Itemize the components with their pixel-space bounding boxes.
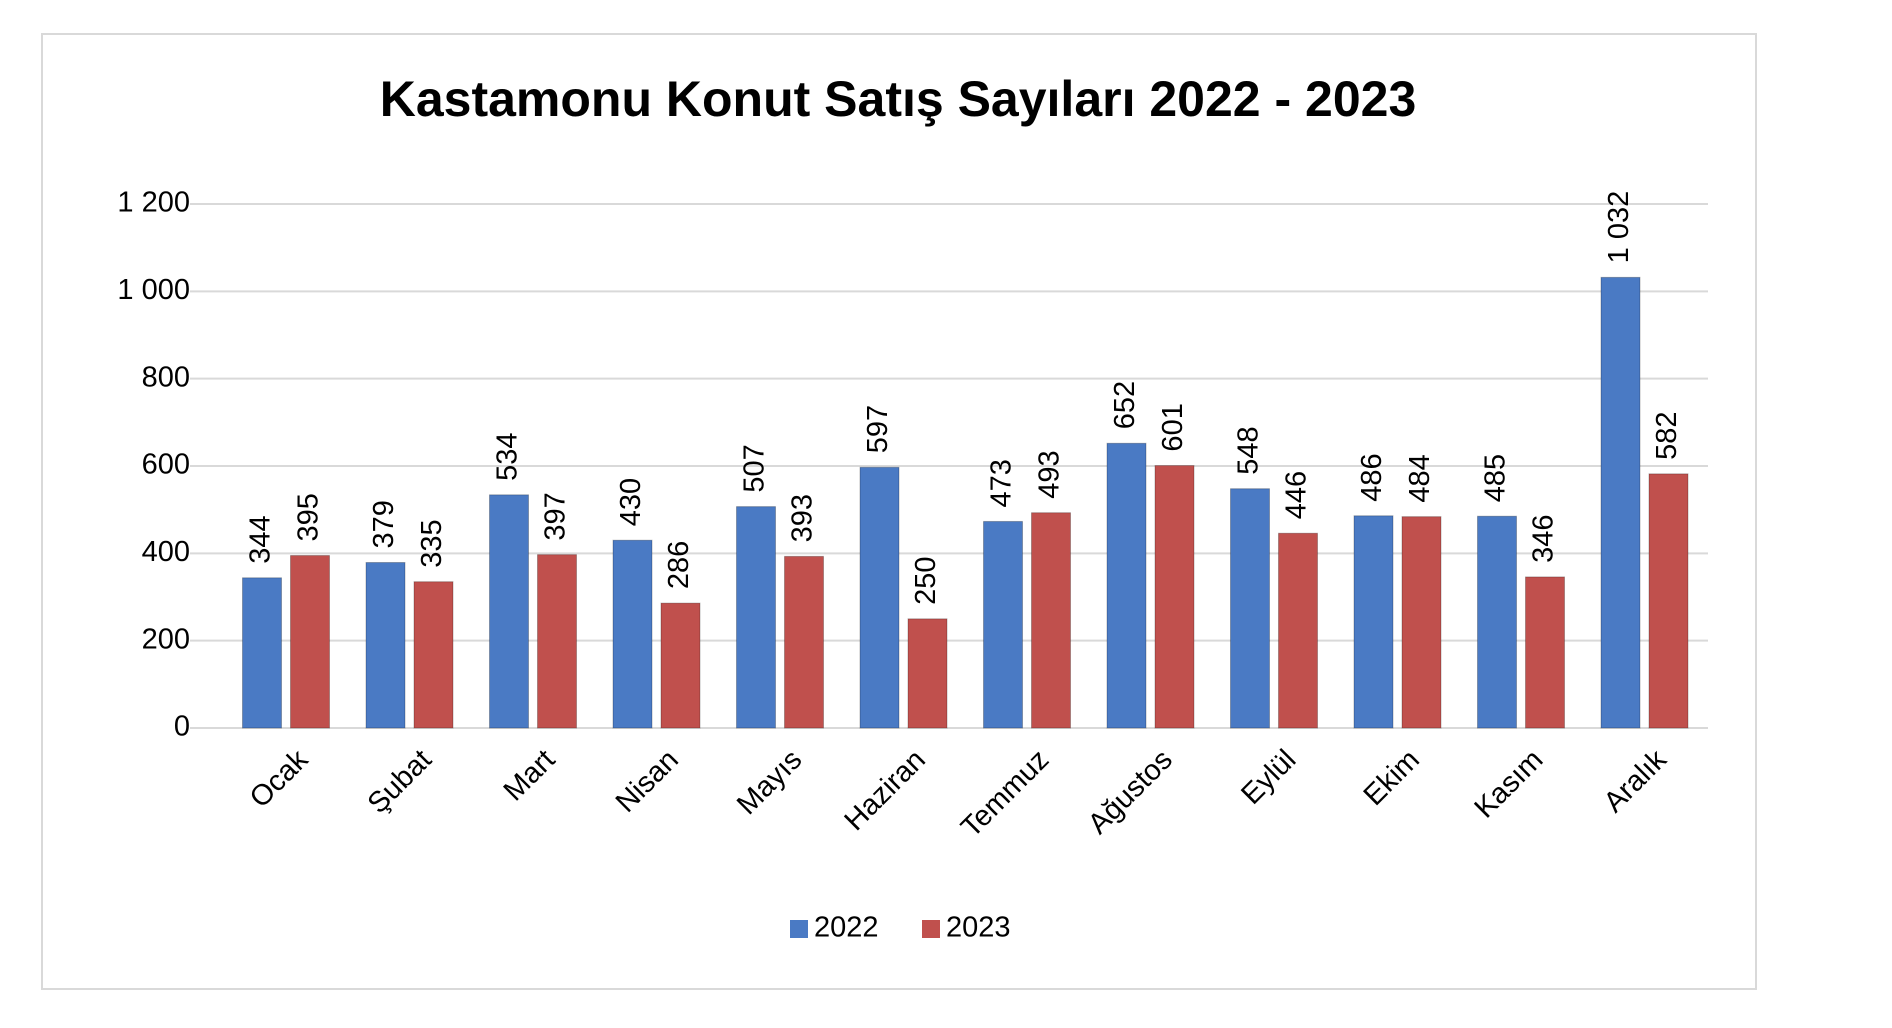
data-label: 597: [862, 405, 894, 453]
data-label: 397: [540, 492, 572, 540]
bar: [1154, 465, 1195, 729]
data-label: 601: [1157, 403, 1189, 451]
y-tick-label: 1 000: [117, 274, 190, 306]
y-tick-label: 0: [174, 711, 190, 743]
data-label: 286: [663, 541, 695, 589]
data-label: 446: [1281, 471, 1313, 519]
bar: [242, 577, 282, 729]
data-label: 335: [416, 519, 448, 567]
bar: [784, 555, 824, 729]
data-label: 1 032: [1603, 191, 1635, 264]
bar: [1230, 488, 1270, 729]
legend-swatch: [922, 920, 940, 938]
y-tick-label: 1 200: [117, 187, 190, 219]
legend-label: 2022: [814, 912, 879, 944]
data-label: 344: [245, 515, 277, 563]
bar: [660, 602, 701, 729]
bar: [413, 581, 454, 729]
data-label: 493: [1034, 450, 1066, 498]
data-label: 582: [1651, 411, 1683, 459]
bar: [1600, 276, 1641, 729]
bar: [1477, 515, 1517, 729]
y-tick-label: 600: [142, 449, 190, 481]
data-label: 484: [1404, 454, 1436, 502]
bar: [365, 562, 406, 729]
data-label: 534: [492, 432, 524, 480]
data-label: 485: [1480, 454, 1512, 502]
legend-swatch: [790, 920, 808, 938]
data-label: 346: [1528, 515, 1560, 563]
bar: [1031, 512, 1071, 729]
data-label: 250: [910, 556, 942, 604]
data-label: 430: [615, 478, 647, 526]
bar: [1525, 576, 1565, 729]
bar: [1401, 516, 1442, 729]
data-label: 379: [368, 500, 400, 548]
y-tick-label: 800: [142, 361, 190, 393]
data-label: 395: [293, 493, 325, 541]
data-label: 548: [1233, 426, 1265, 474]
y-tick-label: 200: [142, 623, 190, 655]
data-label: 393: [787, 494, 819, 542]
data-label: 473: [986, 459, 1018, 507]
bar: [1648, 473, 1689, 729]
legend-label: 2023: [946, 912, 1011, 944]
bar: [1353, 515, 1394, 729]
data-label: 652: [1109, 381, 1141, 429]
data-label: 507: [739, 444, 771, 492]
bar: [907, 618, 948, 729]
bar: [537, 554, 577, 729]
bar: [290, 555, 330, 729]
bar: [983, 520, 1023, 729]
chart-title: Kastamonu Konut Satış Sayıları 2022 - 20…: [380, 71, 1417, 127]
bar: [489, 494, 529, 729]
data-label: 486: [1356, 453, 1388, 501]
y-tick-label: 400: [142, 536, 190, 568]
bar: [1106, 442, 1147, 729]
bar: [612, 539, 653, 729]
bar: [736, 506, 776, 729]
bar: [1278, 532, 1318, 729]
bar: [859, 466, 900, 729]
